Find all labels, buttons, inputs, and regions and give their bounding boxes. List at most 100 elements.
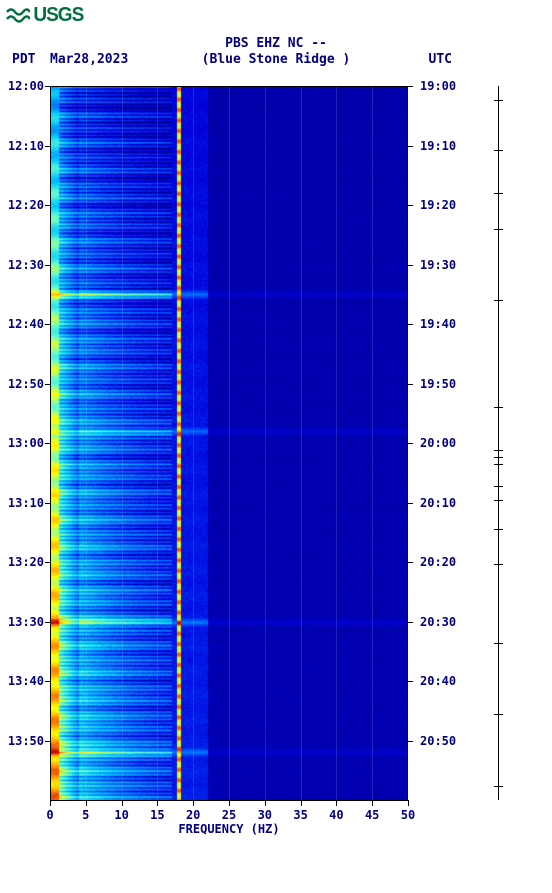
amplitude-tick bbox=[494, 100, 503, 101]
x-tick bbox=[122, 800, 123, 806]
y-axis-right-labels: 19:0019:1019:2019:3019:4019:5020:0020:10… bbox=[412, 86, 458, 800]
amplitude-tick bbox=[494, 500, 503, 501]
x-tick-label: 0 bbox=[46, 808, 53, 822]
x-tick-label: 5 bbox=[82, 808, 89, 822]
x-tick-label: 20 bbox=[186, 808, 200, 822]
y-right-tick-label: 19:30 bbox=[416, 259, 466, 271]
x-tick-label: 50 bbox=[401, 808, 415, 822]
x-tick-label: 40 bbox=[329, 808, 343, 822]
amplitude-tick bbox=[494, 450, 503, 451]
y-left-tick-label: 13:50 bbox=[0, 735, 44, 747]
amplitude-tick bbox=[494, 464, 503, 465]
y-tick-right bbox=[408, 443, 413, 444]
y-right-tick-label: 20:50 bbox=[416, 735, 466, 747]
y-left-tick-label: 13:10 bbox=[0, 497, 44, 509]
y-right-tick-label: 19:40 bbox=[416, 318, 466, 330]
amplitude-tick bbox=[494, 457, 503, 458]
grid-line bbox=[122, 86, 123, 800]
x-tick-label: 10 bbox=[114, 808, 128, 822]
pdt-label: PDT bbox=[12, 52, 35, 67]
y-tick-left bbox=[45, 86, 50, 87]
x-tick bbox=[50, 800, 51, 806]
y-right-tick-label: 20:20 bbox=[416, 556, 466, 568]
grid-line bbox=[372, 86, 373, 800]
x-tick bbox=[229, 800, 230, 806]
y-tick-right bbox=[408, 324, 413, 325]
x-tick bbox=[86, 800, 87, 806]
y-tick-left bbox=[45, 265, 50, 266]
y-right-tick-label: 19:20 bbox=[416, 199, 466, 211]
amplitude-tick bbox=[494, 564, 503, 565]
y-tick-right bbox=[408, 146, 413, 147]
y-right-tick-label: 19:00 bbox=[416, 80, 466, 92]
amplitude-tick bbox=[494, 300, 503, 301]
y-tick-left bbox=[45, 741, 50, 742]
y-right-tick-label: 20:30 bbox=[416, 616, 466, 628]
y-right-tick-label: 20:10 bbox=[416, 497, 466, 509]
x-tick-label: 25 bbox=[222, 808, 236, 822]
amplitude-tick bbox=[494, 193, 503, 194]
x-tick bbox=[372, 800, 373, 806]
x-tick bbox=[265, 800, 266, 806]
y-tick-left bbox=[45, 146, 50, 147]
y-tick-right bbox=[408, 503, 413, 504]
x-tick bbox=[336, 800, 337, 806]
y-right-tick-label: 20:40 bbox=[416, 675, 466, 687]
x-tick bbox=[193, 800, 194, 806]
utc-label: UTC bbox=[429, 52, 452, 67]
grid-line bbox=[86, 86, 87, 800]
amplitude-tick bbox=[494, 643, 503, 644]
y-tick-left bbox=[45, 681, 50, 682]
x-axis-title: FREQUENCY (HZ) bbox=[50, 822, 408, 836]
amplitude-tick bbox=[494, 150, 503, 151]
y-tick-right bbox=[408, 622, 413, 623]
y-left-tick-label: 13:20 bbox=[0, 556, 44, 568]
usgs-logo: USGS bbox=[6, 4, 85, 27]
x-axis: FREQUENCY (HZ) 05101520253035404550 bbox=[50, 800, 408, 850]
spectrogram-plot bbox=[50, 86, 408, 800]
y-left-tick-label: 12:50 bbox=[0, 378, 44, 390]
y-tick-left bbox=[45, 443, 50, 444]
x-tick-label: 45 bbox=[365, 808, 379, 822]
amplitude-tick bbox=[494, 714, 503, 715]
x-tick-label: 30 bbox=[258, 808, 272, 822]
y-right-tick-label: 19:10 bbox=[416, 140, 466, 152]
date-label: Mar28,2023 bbox=[50, 52, 128, 67]
amplitude-tick bbox=[494, 229, 503, 230]
grid-line bbox=[229, 86, 230, 800]
x-tick-label: 35 bbox=[293, 808, 307, 822]
y-axis-left-labels: 12:0012:1012:2012:3012:4012:5013:0013:10… bbox=[0, 86, 46, 800]
y-left-tick-label: 12:30 bbox=[0, 259, 44, 271]
y-tick-left bbox=[45, 503, 50, 504]
amplitude-tick bbox=[494, 486, 503, 487]
grid-line bbox=[301, 86, 302, 800]
amplitude-tick bbox=[494, 407, 503, 408]
grid-line bbox=[336, 86, 337, 800]
x-tick bbox=[301, 800, 302, 806]
grid-line bbox=[157, 86, 158, 800]
y-tick-left bbox=[45, 562, 50, 563]
y-tick-right bbox=[408, 384, 413, 385]
grid-line bbox=[265, 86, 266, 800]
axis-top bbox=[50, 86, 408, 87]
station-code: PBS EHZ NC -- bbox=[0, 36, 552, 51]
y-left-tick-label: 13:40 bbox=[0, 675, 44, 687]
x-tick-label: 15 bbox=[150, 808, 164, 822]
x-tick bbox=[157, 800, 158, 806]
axis-left bbox=[50, 86, 51, 800]
y-tick-right bbox=[408, 205, 413, 206]
y-tick-left bbox=[45, 622, 50, 623]
y-left-tick-label: 12:20 bbox=[0, 199, 44, 211]
y-tick-left bbox=[45, 205, 50, 206]
usgs-logo-text: USGS bbox=[33, 4, 83, 27]
y-tick-left bbox=[45, 384, 50, 385]
y-left-tick-label: 13:00 bbox=[0, 437, 44, 449]
y-left-tick-label: 12:10 bbox=[0, 140, 44, 152]
y-left-tick-label: 13:30 bbox=[0, 616, 44, 628]
y-tick-right bbox=[408, 741, 413, 742]
amplitude-tick bbox=[494, 786, 503, 787]
y-tick-right bbox=[408, 562, 413, 563]
y-left-tick-label: 12:00 bbox=[0, 80, 44, 92]
y-tick-right bbox=[408, 265, 413, 266]
amplitude-tick bbox=[494, 529, 503, 530]
